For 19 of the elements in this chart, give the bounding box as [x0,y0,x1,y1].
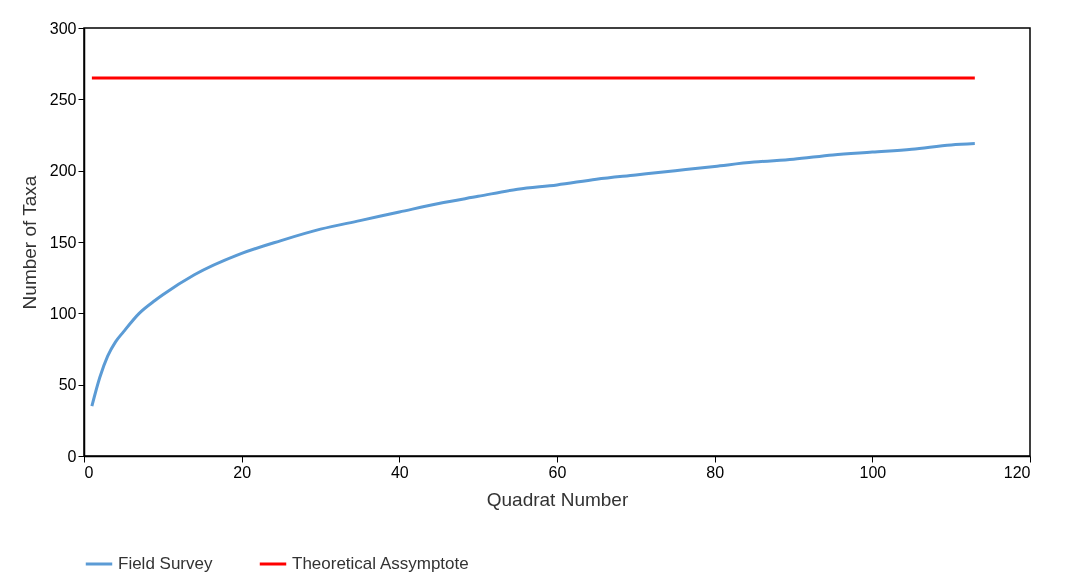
y-tick-label: 150 [49,233,77,251]
y-axis-title: Number of Taxa [18,175,40,310]
y-tick-label: 300 [49,19,77,37]
x-tick-label: 100 [859,463,887,481]
line-series [90,142,977,408]
y-tick-label: 0 [67,447,77,465]
x-tick-label: 80 [706,463,725,481]
y-tick-label: 50 [58,376,77,394]
x-tick-label: 60 [548,463,567,481]
x-tick-label: 120 [1003,463,1031,481]
y-tick-label: 250 [49,90,77,108]
x-axis-title: Quadrat Number [486,488,629,510]
y-tick-label: 100 [49,304,77,322]
y-tick-label: 200 [49,162,77,180]
legend-label: Field Survey [118,554,213,573]
x-tick-label: 40 [390,463,409,481]
x-tick-label: 0 [84,463,94,481]
legend-label: Theoretical Assymptote [292,554,469,573]
x-tick-label: 20 [233,463,252,481]
